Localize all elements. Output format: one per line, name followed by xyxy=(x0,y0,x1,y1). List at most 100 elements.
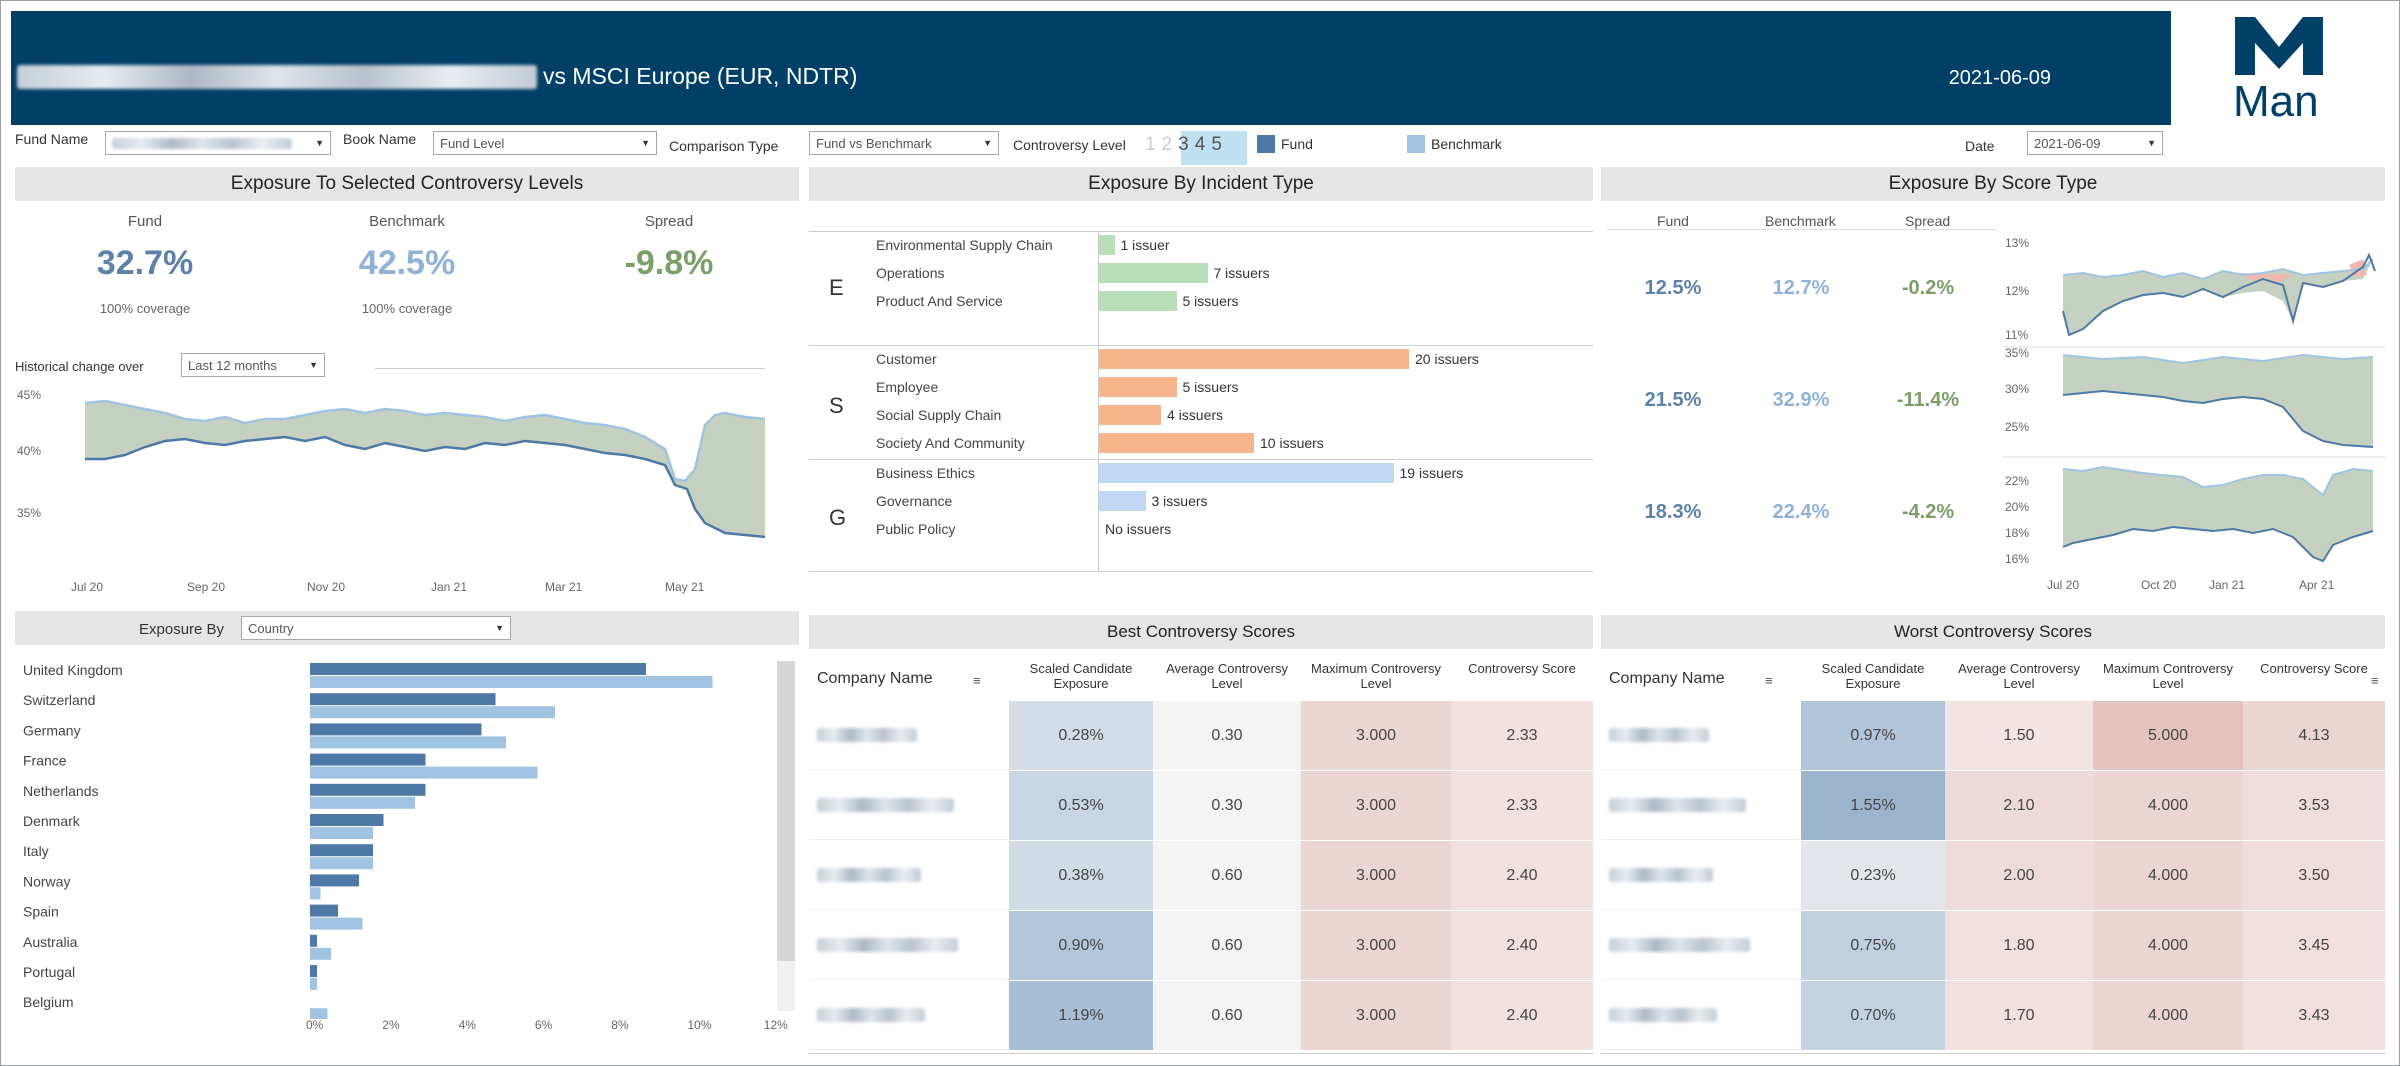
score-benchmark-value: 12.7% xyxy=(1772,277,1830,299)
level-1[interactable]: 1 xyxy=(1145,134,1156,155)
company-name-cell[interactable] xyxy=(1601,981,1801,1050)
benchmark-bar[interactable] xyxy=(310,706,555,719)
company-name-cell[interactable] xyxy=(1601,911,1801,980)
y-tick: 13% xyxy=(2005,236,2029,250)
book-name-dropdown[interactable]: Fund Level ▼ xyxy=(433,131,657,155)
benchmark-bar[interactable] xyxy=(310,766,538,779)
benchmark-bar[interactable] xyxy=(310,857,373,870)
level-2[interactable]: 2 xyxy=(1161,134,1173,155)
controversy-score-cell: 2.40 xyxy=(1451,911,1593,980)
table-header[interactable]: Scaled Candidate Exposure xyxy=(1029,661,1133,691)
fund-bar[interactable] xyxy=(310,753,426,766)
incident-bar[interactable] xyxy=(1099,433,1254,453)
incident-bar[interactable] xyxy=(1099,263,1208,283)
scrollbar-track[interactable] xyxy=(777,661,795,1011)
comparison-type-dropdown[interactable]: Fund vs Benchmark ▼ xyxy=(809,131,999,155)
country-label: Switzerland xyxy=(23,692,95,708)
incident-bar[interactable] xyxy=(1099,377,1177,397)
incident-bar[interactable] xyxy=(1099,349,1409,369)
scaled-exposure-cell: 0.38% xyxy=(1009,841,1153,910)
company-name-cell[interactable] xyxy=(809,981,1009,1050)
score-fund-value: 18.3% xyxy=(1644,501,1702,523)
benchmark-bar[interactable] xyxy=(310,1008,328,1019)
fund-bar[interactable] xyxy=(310,904,338,917)
table-header[interactable]: Controversy Score xyxy=(2260,661,2368,676)
country-label: Netherlands xyxy=(23,783,99,799)
redacted-company-name xyxy=(817,728,917,742)
fund-bar[interactable] xyxy=(310,934,317,947)
x-tick: 8% xyxy=(611,1018,629,1032)
country-exposure-chart: United Kingdom Switzerland Germany France Ne… xyxy=(23,662,713,1019)
chevron-down-icon: ▼ xyxy=(315,138,324,148)
score-fund-value: 12.5% xyxy=(1644,277,1702,299)
table-header[interactable]: Average Controversy Level xyxy=(1958,661,2080,691)
avg-controversy-cell: 0.60 xyxy=(1153,981,1301,1050)
fund-bar[interactable] xyxy=(310,844,373,857)
incident-bar[interactable] xyxy=(1099,491,1146,511)
country-label: Australia xyxy=(23,934,78,950)
table-header[interactable]: Maximum Controversy Level xyxy=(2102,661,2234,691)
benchmark-bar[interactable] xyxy=(310,676,713,688)
controversy-level-selector[interactable]: 1 2 3 4 5 xyxy=(1145,134,1222,156)
company-name-cell[interactable] xyxy=(809,911,1009,980)
table-header[interactable]: Controversy Score xyxy=(1468,661,1576,676)
company-name-cell[interactable] xyxy=(1601,701,1801,770)
benchmark-bar[interactable] xyxy=(310,827,373,839)
benchmark-bar[interactable] xyxy=(310,736,506,749)
fund-bar[interactable] xyxy=(310,814,384,826)
fund-name-label: Fund Name xyxy=(15,131,89,147)
benchmark-bar[interactable] xyxy=(310,917,363,930)
table-header[interactable]: Company Name xyxy=(817,670,933,687)
company-name-cell[interactable] xyxy=(809,771,1009,840)
avg-controversy-cell: 1.50 xyxy=(1945,701,2093,770)
table-header[interactable]: Average Controversy Level xyxy=(1166,661,1288,691)
fund-bar[interactable] xyxy=(310,783,426,796)
fund-bar[interactable] xyxy=(310,874,359,887)
x-tick: 0% xyxy=(306,1018,324,1032)
incident-bar[interactable] xyxy=(1099,405,1161,425)
table-header[interactable]: Company Name xyxy=(1609,670,1725,687)
company-name-cell[interactable] xyxy=(809,701,1009,770)
company-name-cell[interactable] xyxy=(1601,841,1801,910)
legend-benchmark-label: Benchmark xyxy=(1431,136,1502,152)
comparison-type-value: Fund vs Benchmark xyxy=(816,135,932,151)
incident-bar[interactable] xyxy=(1099,291,1177,311)
company-name-cell[interactable] xyxy=(809,841,1009,910)
fund-name-dropdown[interactable]: ▼ xyxy=(105,131,331,155)
level-5[interactable]: 5 xyxy=(1211,134,1222,155)
fund-bar[interactable] xyxy=(310,663,646,675)
scaled-exposure-cell: 0.53% xyxy=(1009,771,1153,840)
benchmark-bar[interactable] xyxy=(310,978,317,990)
incident-bar[interactable] xyxy=(1099,235,1115,255)
scrollbar-thumb[interactable] xyxy=(777,661,795,961)
divider xyxy=(1607,229,1997,230)
company-name-cell[interactable] xyxy=(1601,771,1801,840)
exposure-by-dropdown[interactable]: Country ▼ xyxy=(241,616,511,640)
sort-icon[interactable]: ≡ xyxy=(973,673,981,688)
max-controversy-cell: 5.000 xyxy=(2093,701,2243,770)
historical-period-dropdown[interactable]: Last 12 months ▼ xyxy=(181,353,325,377)
level-3[interactable]: 3 xyxy=(1178,134,1189,155)
fund-bar[interactable] xyxy=(310,965,317,977)
fund-bar[interactable] xyxy=(310,723,482,736)
sort-icon[interactable]: ≡ xyxy=(1765,673,1773,688)
kpi-fund-label: Fund xyxy=(127,213,163,230)
benchmark-bar[interactable] xyxy=(310,796,415,809)
date-dropdown[interactable]: 2021-06-09 ▼ xyxy=(2027,131,2163,155)
max-controversy-cell: 4.000 xyxy=(2093,911,2243,980)
level-4[interactable]: 4 xyxy=(1194,134,1206,155)
fund-bar[interactable] xyxy=(310,693,496,706)
max-controversy-cell: 3.000 xyxy=(1301,911,1451,980)
incident-category: Society And Community xyxy=(876,435,1025,451)
redacted-company-name xyxy=(817,938,958,952)
incident-category: Employee xyxy=(876,379,939,395)
incident-bar[interactable] xyxy=(1099,463,1394,483)
x-tick: Jul 20 xyxy=(2047,578,2079,591)
benchmark-bar[interactable] xyxy=(310,887,321,900)
table-header[interactable]: Maximum Controversy Level xyxy=(1310,661,1442,691)
benchmark-bar[interactable] xyxy=(310,947,331,960)
table-header[interactable]: Scaled Candidate Exposure xyxy=(1821,661,1925,691)
avg-controversy-cell: 0.30 xyxy=(1153,771,1301,840)
sort-icon[interactable]: ≡ xyxy=(2371,673,2379,688)
